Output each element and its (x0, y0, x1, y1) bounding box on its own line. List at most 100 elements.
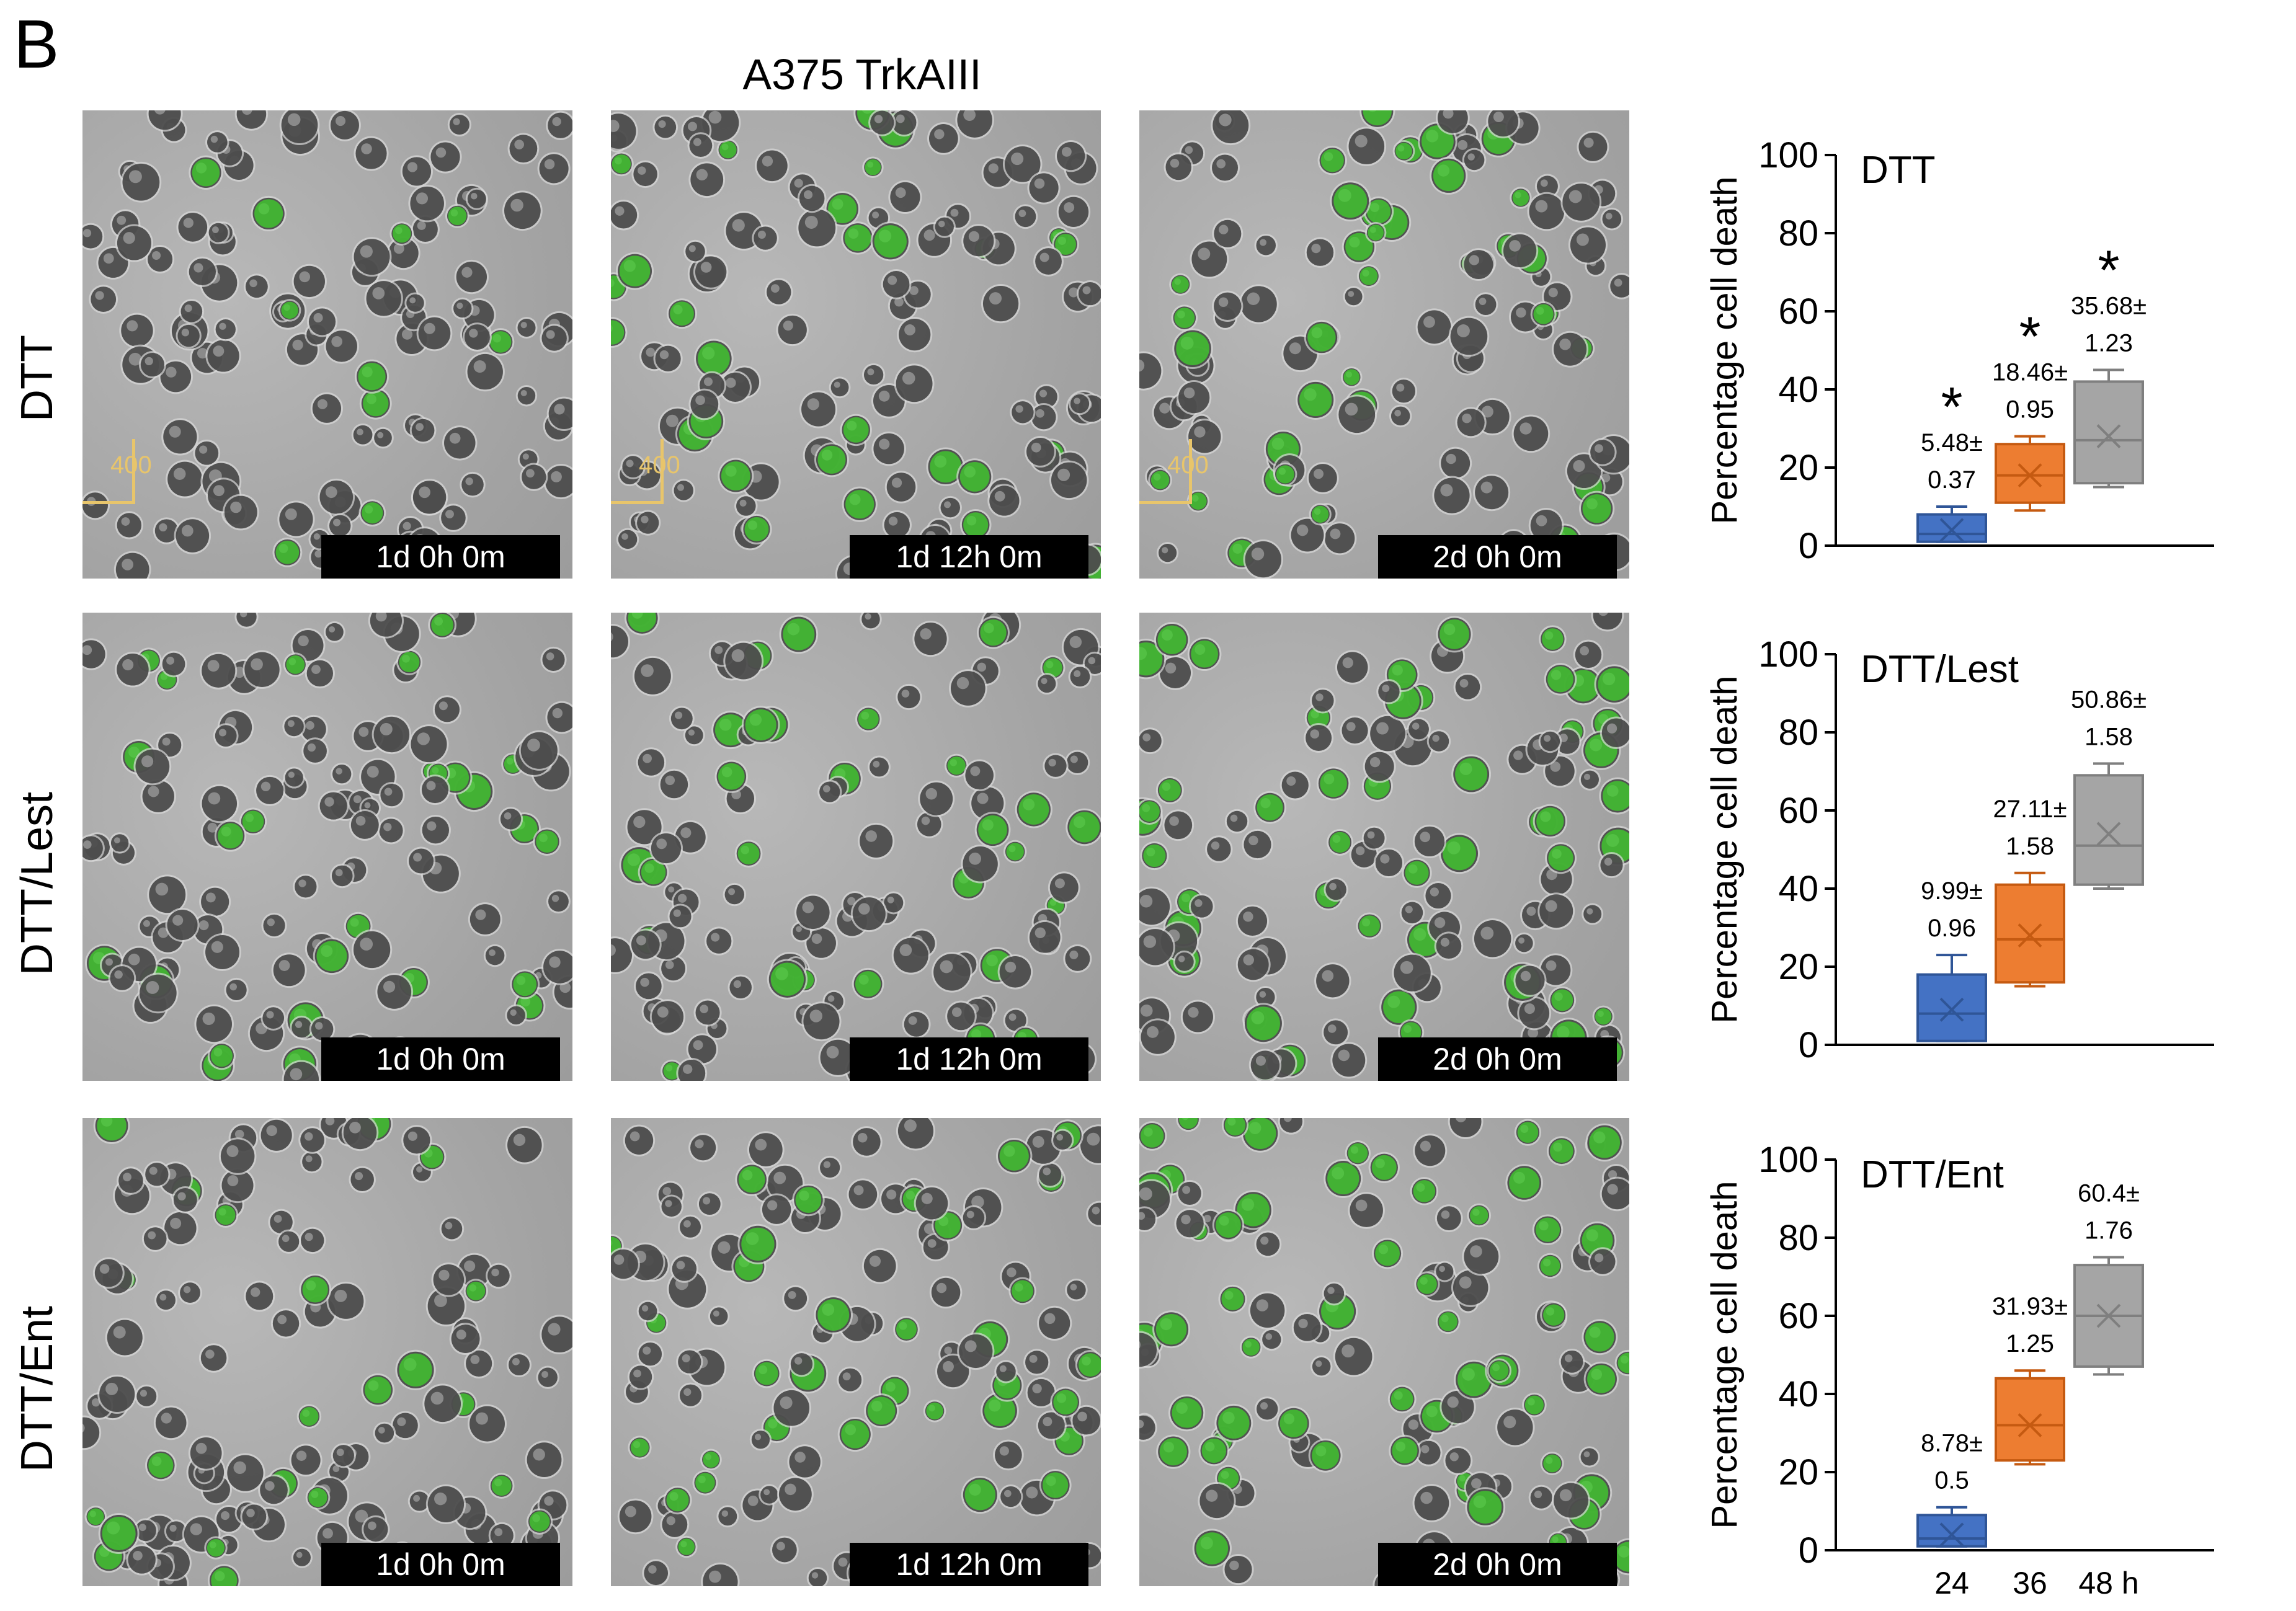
x-tick-label: 36 (2013, 1566, 2047, 1600)
cell (1056, 195, 1091, 229)
cell (1309, 503, 1332, 526)
cell (734, 840, 763, 868)
cell (1324, 877, 1348, 902)
cell (642, 1559, 670, 1586)
cell (324, 329, 359, 364)
x-tick-label: 24 (1934, 1566, 1969, 1600)
cell (462, 322, 492, 352)
cell (133, 1518, 158, 1543)
cell (749, 1429, 772, 1451)
micrograph-dtt-lest-24h: 1d 0h 0m (82, 613, 572, 1081)
cell (82, 490, 110, 520)
cell (667, 903, 693, 930)
cell (299, 1273, 332, 1306)
cell (498, 807, 523, 832)
cell (1528, 1485, 1554, 1511)
cell (331, 763, 354, 786)
cell (1343, 286, 1364, 308)
cell (386, 236, 420, 270)
cell (1327, 828, 1353, 856)
value-label-mean: 9.99± (1921, 877, 1983, 905)
cell (1323, 521, 1357, 556)
cell (1614, 1349, 1629, 1377)
micrograph-dtt-ent-24h: 1d 0h 0m (82, 1118, 572, 1586)
cell (1065, 1279, 1088, 1302)
cell (1402, 858, 1432, 888)
cell (1154, 621, 1190, 658)
cell (1205, 835, 1233, 863)
cell (301, 737, 329, 765)
cell (611, 151, 634, 177)
cell (1168, 1394, 1206, 1432)
cell (675, 1535, 698, 1558)
cell (171, 1186, 199, 1214)
cell (1538, 729, 1562, 753)
cell (243, 273, 270, 300)
cell (855, 706, 882, 732)
cell (1002, 144, 1043, 184)
timestamp: 2d 0h 0m (1378, 1037, 1617, 1081)
cell (115, 224, 153, 262)
cell (1540, 1301, 1568, 1329)
box-36: 1.25 31.93± (1992, 1293, 2068, 1466)
cell (676, 1348, 703, 1375)
cell (705, 926, 734, 956)
boxplot-dtt: 0 20 40 60 80 100 Percentage cell death DTT 0.37… (1704, 135, 2214, 566)
row-label-dtt-lest: DTT/Lest (12, 791, 62, 976)
y-tick-label: 100 (1758, 634, 1818, 675)
cell (694, 339, 734, 379)
cell (1068, 665, 1092, 689)
cell (277, 500, 315, 538)
cell (239, 807, 267, 836)
cell (767, 959, 808, 1000)
cell (636, 1300, 659, 1323)
cell (734, 494, 758, 518)
scale-label: 400 (639, 451, 680, 479)
cell (428, 613, 456, 639)
cell (1346, 126, 1387, 166)
cell (840, 414, 872, 446)
cell (1583, 1361, 1619, 1397)
cell (1439, 833, 1480, 874)
cell (696, 1191, 723, 1217)
value-label-sd: 0.96 (1928, 915, 1976, 942)
cell (792, 1183, 825, 1217)
cell (205, 338, 241, 374)
row-label-dtt: DTT (12, 335, 62, 422)
cell (1221, 1118, 1249, 1139)
cell (1387, 1385, 1417, 1414)
cell (1413, 1134, 1448, 1168)
cell (279, 110, 320, 146)
cell (770, 1535, 799, 1564)
cell (1495, 1408, 1535, 1447)
cell (327, 513, 353, 539)
cell (179, 298, 205, 324)
cell (1472, 918, 1513, 959)
cell (801, 1001, 842, 1042)
scale-label: 400 (1167, 451, 1209, 479)
cell (1212, 290, 1244, 322)
cell (818, 1037, 858, 1077)
cell (1542, 281, 1573, 312)
micrograph-dtt-lest-36h: 1d 12h 0m (611, 613, 1101, 1081)
cell (298, 1227, 326, 1254)
cell (611, 1247, 640, 1281)
y-tick-label: 80 (1778, 213, 1818, 254)
box-24: 0.5 8.78± (1916, 1430, 1987, 1548)
cell (222, 494, 259, 531)
cell (258, 1474, 290, 1506)
cell (545, 701, 572, 734)
cell (1342, 229, 1377, 264)
cell (176, 322, 202, 349)
cell (1539, 625, 1567, 653)
box-body (2073, 380, 2144, 485)
cell (283, 766, 305, 789)
cell (1171, 304, 1198, 331)
box-body (1916, 1514, 1987, 1548)
cell (974, 812, 1011, 848)
cell (977, 616, 1010, 649)
cell (1436, 1309, 1461, 1334)
cell (893, 1316, 920, 1343)
cell (193, 439, 221, 467)
cell (688, 161, 726, 198)
